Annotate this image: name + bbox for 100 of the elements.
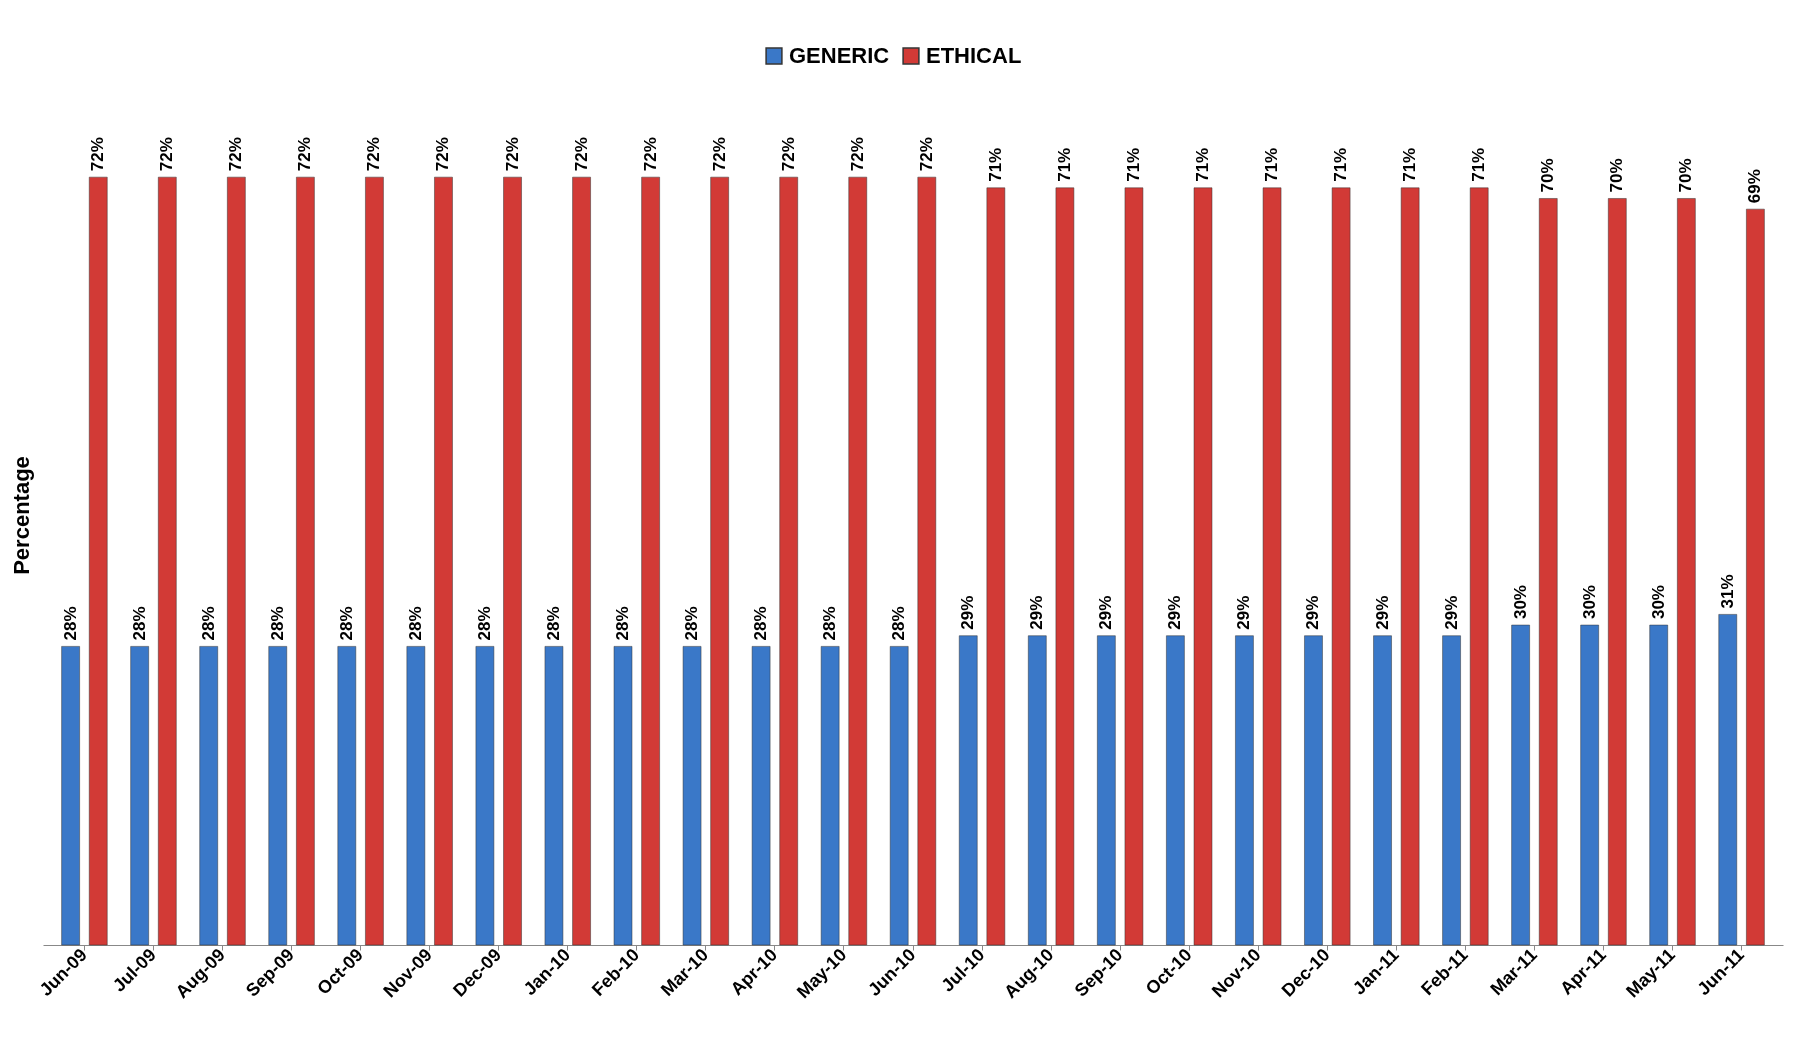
bar <box>820 646 840 946</box>
data-label: 30% <box>1648 585 1668 620</box>
bar <box>986 187 1006 946</box>
bar <box>199 646 218 946</box>
data-label: 29% <box>1096 595 1116 630</box>
bar <box>158 176 177 946</box>
data-label: 29% <box>1441 595 1461 630</box>
data-label: 28% <box>889 606 909 641</box>
bar <box>1262 187 1282 946</box>
bar <box>1193 187 1213 946</box>
data-label: 72% <box>157 137 177 172</box>
bar <box>434 176 453 946</box>
data-label: 28% <box>820 606 840 641</box>
bar <box>1511 624 1530 946</box>
bar <box>1718 614 1738 946</box>
bar <box>1442 635 1461 946</box>
data-label: 28% <box>60 606 80 641</box>
data-label: 72% <box>778 137 798 172</box>
data-label: 30% <box>1510 585 1530 620</box>
data-label: 72% <box>709 137 729 172</box>
data-label: 72% <box>226 137 246 172</box>
data-label: 28% <box>751 606 771 641</box>
bar <box>268 646 288 946</box>
bar <box>682 646 702 946</box>
bar <box>88 176 108 946</box>
bar <box>917 176 937 946</box>
bar <box>1304 635 1323 946</box>
bar <box>1400 187 1420 946</box>
bar <box>1469 187 1489 946</box>
data-label: 72% <box>847 137 867 172</box>
bar <box>572 176 591 946</box>
data-label: 29% <box>1303 595 1323 630</box>
bar <box>1166 635 1185 946</box>
data-label: 72% <box>502 137 522 172</box>
bar <box>889 646 909 946</box>
bar <box>1331 187 1351 946</box>
data-label: 70% <box>1607 158 1627 193</box>
bar <box>475 646 495 946</box>
bar <box>227 176 246 946</box>
data-label: 29% <box>1234 595 1254 630</box>
data-label: 28% <box>198 606 218 641</box>
bar <box>1608 198 1627 946</box>
data-label: 29% <box>1372 595 1392 630</box>
bar <box>779 176 798 946</box>
bar <box>1235 635 1254 946</box>
bar <box>337 646 357 946</box>
bar <box>544 646 564 946</box>
data-label: 71% <box>1193 147 1212 182</box>
data-label: 28% <box>543 606 563 641</box>
data-label: 29% <box>1027 595 1047 630</box>
data-label: 72% <box>433 137 453 172</box>
data-label: 71% <box>1123 147 1143 182</box>
data-label: 28% <box>682 606 702 641</box>
data-label: 69% <box>1745 169 1765 204</box>
data-label: 72% <box>916 137 936 172</box>
data-label: 30% <box>1579 585 1599 620</box>
bar <box>641 176 660 946</box>
data-label: 71% <box>1262 147 1282 182</box>
data-label: 72% <box>571 137 591 172</box>
bar <box>1746 208 1765 946</box>
bar <box>848 176 868 946</box>
bar <box>1124 187 1144 946</box>
data-label: 71% <box>1054 147 1074 182</box>
bar <box>1677 198 1696 946</box>
data-label: 31% <box>1717 574 1737 609</box>
bar <box>1028 635 1047 946</box>
bar <box>1097 635 1116 946</box>
bar <box>1580 624 1599 946</box>
data-label: 71% <box>985 147 1005 182</box>
bar <box>710 176 729 946</box>
bar <box>296 176 315 946</box>
bar <box>751 646 771 946</box>
bar <box>406 646 426 946</box>
data-label: 72% <box>295 137 315 172</box>
bar <box>503 176 522 946</box>
data-label: 72% <box>364 137 384 172</box>
bar <box>1538 198 1558 946</box>
data-label: 71% <box>1400 147 1420 182</box>
data-label: 28% <box>405 606 425 641</box>
data-label: 71% <box>1331 147 1351 182</box>
bar <box>61 646 80 946</box>
data-label: 72% <box>640 137 660 172</box>
bar <box>365 176 384 946</box>
data-label: 28% <box>267 606 287 641</box>
legend-label: ETHICAL <box>926 43 1022 68</box>
y-axis-title: Percentage <box>8 456 34 575</box>
data-label: 28% <box>474 606 494 641</box>
bar <box>1649 624 1668 946</box>
data-label: 29% <box>1165 595 1185 630</box>
data-label: 29% <box>958 595 978 630</box>
data-label: 71% <box>1469 147 1489 182</box>
legend-label: GENERIC <box>789 43 890 68</box>
bar <box>1055 187 1075 946</box>
bar <box>958 635 978 946</box>
bar <box>130 646 149 946</box>
data-label: 28% <box>129 606 149 641</box>
data-label: 70% <box>1538 158 1558 193</box>
data-label: 28% <box>613 606 632 641</box>
data-label: 28% <box>336 606 356 641</box>
data-label: 70% <box>1676 158 1696 193</box>
